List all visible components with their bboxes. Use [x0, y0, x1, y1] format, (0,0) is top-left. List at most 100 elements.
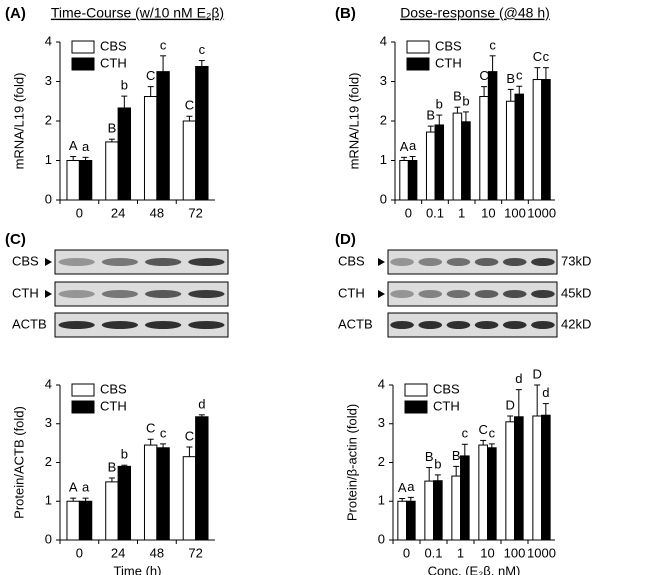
- x-tick-label: 48: [150, 205, 164, 220]
- bar: [452, 112, 463, 201]
- panel-label: (D): [335, 231, 356, 248]
- y-tick-label: 0: [45, 531, 52, 546]
- significance-letter: A: [398, 480, 407, 495]
- bar: [532, 415, 542, 541]
- significance-letter: d: [542, 385, 549, 400]
- blot-band: [502, 290, 527, 298]
- significance-letter: C: [185, 98, 194, 113]
- x-tick-label: 0.1: [424, 545, 442, 560]
- panel-label: (B): [335, 5, 356, 22]
- bar: [424, 480, 434, 541]
- bar: [434, 124, 445, 201]
- significance-letter: A: [400, 139, 409, 154]
- blot-band: [418, 321, 443, 329]
- y-tick-label: 4: [45, 33, 52, 48]
- significance-letter: B: [108, 121, 117, 136]
- y-tick-label: 1: [380, 152, 387, 167]
- significance-letter: A: [69, 480, 78, 495]
- x-tick-label: 10: [481, 205, 495, 220]
- legend-label: CBS: [435, 38, 462, 53]
- bar: [397, 500, 407, 541]
- significance-letter: C: [533, 49, 542, 64]
- blot-band: [101, 290, 139, 298]
- blot-arrow: [45, 258, 52, 266]
- y-tick-label: 3: [380, 73, 387, 88]
- bar: [143, 444, 158, 541]
- bar: [514, 93, 525, 201]
- blot-band: [58, 321, 95, 329]
- legend-swatch: [71, 400, 95, 414]
- blot-band: [58, 290, 95, 298]
- significance-letter: D: [505, 397, 514, 412]
- blot-band: [144, 290, 182, 298]
- y-axis-label: mRNA/L19 (fold): [11, 73, 26, 170]
- bar: [451, 475, 461, 541]
- y-tick-label: 3: [45, 415, 52, 430]
- x-tick-label: 1: [458, 205, 465, 220]
- legend-swatch: [406, 40, 430, 54]
- blot-size-label: 42kD: [561, 316, 591, 331]
- y-tick-label: 1: [45, 493, 52, 508]
- x-tick-label: 0: [405, 205, 412, 220]
- blot-row-label: CTH: [338, 285, 365, 300]
- legend-label: CTH: [100, 398, 127, 413]
- legend-label: CTH: [435, 55, 462, 70]
- significance-letter: c: [199, 42, 206, 57]
- y-tick-label: 1: [45, 152, 52, 167]
- significance-letter: B: [453, 89, 462, 104]
- bar: [541, 414, 551, 541]
- bar: [487, 71, 498, 201]
- bar: [143, 96, 158, 201]
- x-tick-label: 0.1: [426, 205, 444, 220]
- bar: [195, 65, 209, 201]
- panel-label: (C): [5, 231, 26, 248]
- blot-band: [446, 290, 471, 298]
- y-tick-label: 1: [378, 493, 385, 508]
- blot-band: [390, 321, 414, 329]
- x-tick-label: 24: [111, 205, 125, 220]
- bar: [461, 121, 471, 201]
- blot-band: [474, 321, 499, 329]
- significance-letter: A: [69, 138, 78, 153]
- bar: [487, 447, 497, 541]
- bar: [514, 416, 524, 541]
- significance-letter: c: [489, 37, 496, 52]
- blot-band: [446, 321, 471, 329]
- blot-strip: [387, 281, 558, 307]
- significance-letter: d: [515, 371, 522, 386]
- blot-band: [188, 258, 225, 266]
- blot-band: [188, 321, 225, 329]
- y-tick-label: 0: [378, 531, 385, 546]
- blot-band: [502, 321, 527, 329]
- bar: [425, 131, 436, 201]
- blot-band: [446, 258, 471, 266]
- blot-size-label: 73kD: [561, 253, 591, 268]
- legend-label: CBS: [100, 381, 127, 396]
- bar: [78, 500, 93, 541]
- y-tick-label: 0: [45, 191, 52, 206]
- y-tick-label: 3: [378, 415, 385, 430]
- y-axis-label: Protein/ACTB (fold): [11, 406, 26, 519]
- significance-letter: c: [516, 68, 523, 83]
- blot-strip: [387, 249, 558, 275]
- x-tick-label: 0: [76, 545, 83, 560]
- bar: [195, 416, 209, 541]
- blot-strip: [387, 312, 558, 338]
- chart-title: Time-Course (w/10 nM E₂β): [51, 5, 224, 21]
- blot-band: [474, 258, 499, 266]
- y-tick-label: 2: [45, 112, 52, 127]
- significance-letter: b: [462, 93, 469, 108]
- legend-label: CBS: [433, 381, 460, 396]
- bar: [433, 480, 443, 541]
- bar: [505, 421, 515, 541]
- bar: [505, 100, 516, 201]
- x-tick-label: 100: [504, 545, 526, 560]
- blot-band: [101, 258, 139, 266]
- bar: [105, 141, 119, 201]
- bar: [66, 160, 80, 201]
- x-tick-label: 1000: [527, 545, 556, 560]
- chart-title: Dose-response (@48 h): [400, 5, 550, 21]
- significance-letter: b: [121, 78, 128, 93]
- legend-swatch: [404, 400, 428, 414]
